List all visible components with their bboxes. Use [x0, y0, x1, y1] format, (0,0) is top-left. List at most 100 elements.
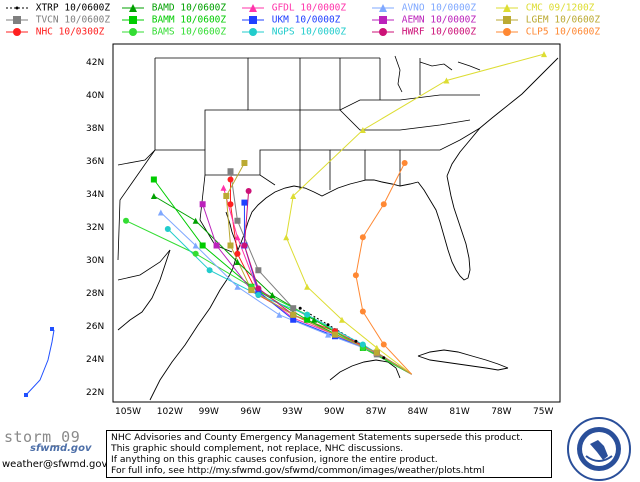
track-point — [223, 193, 230, 199]
track-point — [382, 356, 386, 360]
latitude-label: 32N — [86, 223, 105, 233]
latitude-label: 30N — [86, 256, 105, 266]
track-point — [380, 341, 387, 348]
map-frame — [112, 43, 561, 403]
track-point — [123, 217, 129, 224]
latitude-label: 24N — [86, 355, 105, 365]
disclaimer-line[interactable]: For full info, see http://my.sfwmd.gov/s… — [111, 465, 485, 476]
legend-model: TVCN — [35, 14, 59, 26]
legend-swatch-icon — [120, 27, 146, 37]
track-point — [192, 242, 199, 249]
track-point — [373, 349, 380, 356]
contact-email[interactable]: weather@sfwmd.gov — [2, 459, 108, 470]
legend-time: 10/0000Z — [430, 26, 477, 38]
track-point — [304, 283, 311, 290]
track-point — [213, 242, 220, 249]
track-point — [359, 341, 366, 348]
longitude-label: 78W — [491, 407, 512, 417]
track-point — [443, 77, 450, 84]
track-point — [234, 234, 241, 241]
state-borders — [117, 57, 481, 281]
track-point — [283, 234, 290, 241]
longitude-label: 105W — [115, 407, 142, 417]
legend-item: XTRP 10/0600Z — [4, 3, 110, 14]
longitude-label: 93W — [282, 407, 303, 417]
legend-model: CMC — [525, 2, 543, 14]
legend-swatch-icon — [240, 27, 266, 37]
legend-time: 10/0000Z — [430, 14, 477, 26]
legend-swatch-icon — [494, 3, 520, 13]
track-point — [354, 339, 358, 343]
longitude-label: 96W — [240, 407, 261, 417]
legend-item: BAMS 10/0600Z — [120, 27, 226, 38]
legend-time: 10/0600Z — [64, 14, 111, 26]
track-point — [245, 188, 252, 195]
latitude-label: 34N — [86, 190, 105, 200]
legend-swatch-icon — [494, 15, 520, 25]
legend-item: CMC 09/1200Z — [494, 3, 594, 14]
track-point — [206, 267, 213, 274]
legend-swatch-icon — [240, 3, 266, 13]
track-point — [290, 305, 297, 312]
legend-swatch-icon — [370, 27, 396, 37]
legend-model: BAMD — [151, 2, 175, 14]
track-point — [157, 209, 164, 216]
model-tracks — [125, 53, 545, 375]
latitude-label: 28N — [86, 289, 105, 299]
sfwmd-seal-icon — [567, 417, 631, 481]
legend-model: BAMS — [151, 26, 175, 38]
legend-item: UKM 10/0000Z — [240, 15, 340, 26]
legend-swatch-icon — [4, 27, 30, 37]
track-point — [380, 201, 387, 208]
track-point — [241, 199, 248, 206]
track-point — [227, 168, 234, 175]
great-lakes — [394, 55, 481, 93]
legend-model: NHC — [35, 26, 53, 38]
legend-item: CLP5 10/0600Z — [494, 27, 600, 38]
legend-swatch-icon — [4, 3, 30, 13]
track-point — [220, 184, 227, 191]
legend-swatch-icon — [4, 15, 30, 25]
legend-swatch-icon — [370, 3, 396, 13]
track-point — [290, 193, 297, 199]
longitude-label: 75W — [533, 407, 554, 417]
legend-time: 10/0600Z — [180, 2, 227, 14]
legend-swatch-icon — [370, 15, 396, 25]
longitude-label: 84W — [407, 407, 428, 417]
track-point — [164, 226, 171, 232]
legend-time: 10/0000Z — [300, 2, 347, 14]
track-point — [248, 287, 255, 294]
track-line — [125, 220, 412, 375]
track-point — [290, 316, 297, 323]
disclaimer-line: If anything on this graphic causes confu… — [111, 454, 438, 465]
latitude-label: 38N — [86, 124, 105, 134]
legend-model: UKM — [271, 14, 289, 26]
legend-time: 10/0600Z — [180, 14, 227, 26]
legend-time: 10/0300Z — [58, 26, 105, 38]
track-point — [352, 272, 359, 279]
track-point — [192, 217, 199, 224]
legend-item: LGEM 10/0600Z — [494, 15, 600, 26]
legend-swatch-icon — [240, 15, 266, 25]
legend-model: HWRF — [401, 26, 425, 38]
legend-item: AVNO 10/0000Z — [370, 3, 476, 14]
track-point — [338, 316, 345, 323]
legend-item: HWRF 10/0000Z — [370, 27, 476, 38]
coastlines — [117, 57, 559, 401]
track-point — [304, 311, 311, 318]
legend-model: AVNO — [401, 2, 425, 14]
track-point — [359, 127, 366, 133]
legend-time: 10/0600Z — [554, 14, 601, 26]
latitude-label: 40N — [86, 91, 105, 101]
track-point — [255, 267, 262, 274]
track-line — [243, 202, 412, 375]
intensity-inset — [24, 327, 55, 397]
track-point — [401, 160, 408, 166]
disclaimer-box: NHC Advisories and County Emergency Mana… — [106, 430, 552, 478]
legend-model: XTRP — [35, 2, 59, 14]
track-line — [153, 195, 412, 375]
legend-model: CLP5 — [525, 26, 549, 38]
track-point — [241, 242, 248, 249]
longitude-label: 90W — [324, 407, 345, 417]
